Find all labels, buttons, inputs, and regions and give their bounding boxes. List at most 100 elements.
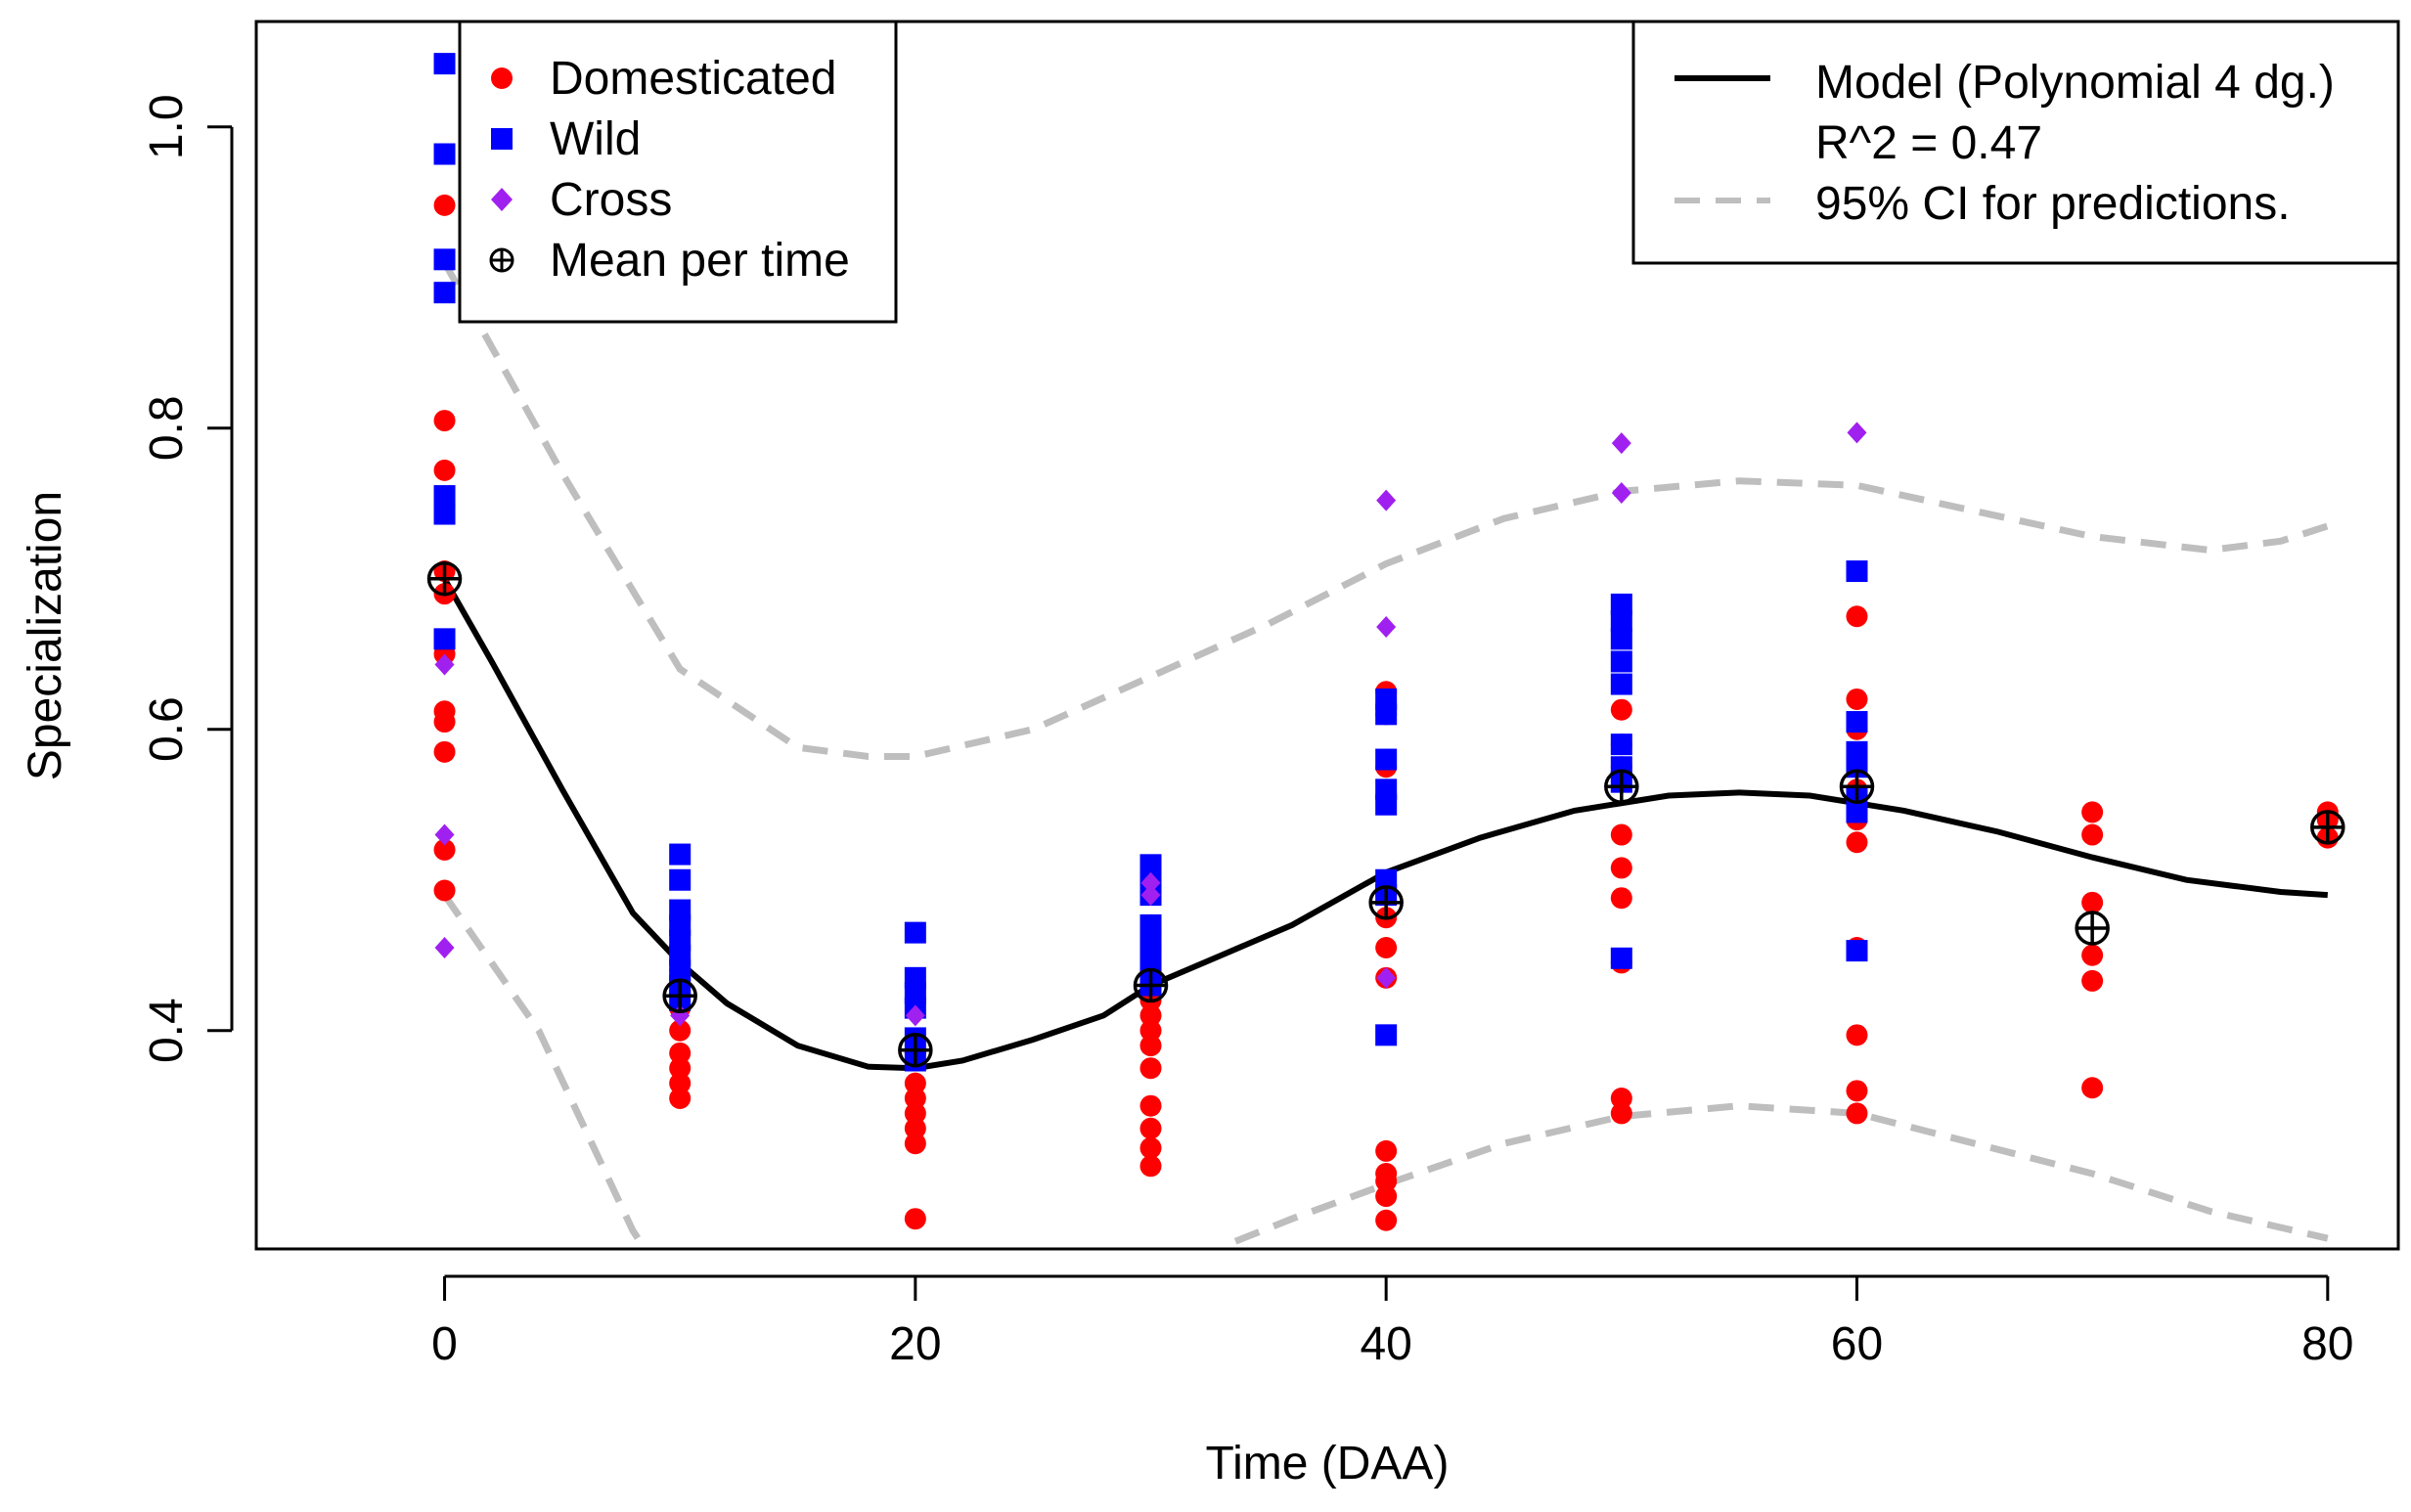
mean-point — [2075, 911, 2110, 946]
legend-domesticated-label: Domesticated — [550, 53, 836, 105]
x-tick-label: 0 — [431, 1318, 458, 1370]
mean-point — [898, 1032, 933, 1068]
domesticated-point — [2081, 891, 2104, 913]
domesticated-point — [433, 410, 456, 432]
mean-point — [662, 978, 697, 1014]
legend-domesticated-marker — [491, 67, 513, 89]
domesticated-point — [904, 1088, 926, 1110]
wild-point — [433, 248, 456, 271]
wild-point — [1375, 703, 1398, 726]
cross-point — [1611, 481, 1631, 504]
cross-point — [1376, 489, 1397, 511]
domesticated-point — [433, 740, 456, 763]
y-tick-label: 0.8 — [141, 395, 193, 461]
domesticated-point — [2081, 1077, 2104, 1099]
cross-point — [1376, 966, 1397, 989]
legend-model-box — [1631, 20, 2400, 265]
model-curve-layer — [441, 577, 2328, 1072]
cross-point — [1611, 432, 1631, 455]
domesticated-point — [1139, 1057, 1162, 1080]
domesticated-point — [1375, 1170, 1398, 1192]
wild-point — [1610, 673, 1632, 695]
wild-point — [433, 143, 456, 165]
legend-model-label: Model (Polynomial 4 dg.) — [1815, 57, 2335, 109]
mean-point — [426, 561, 463, 597]
y-tick-label: 1.0 — [141, 94, 193, 159]
domesticated-point — [1846, 688, 1868, 710]
domesticated-point — [904, 1102, 926, 1125]
cross-point — [905, 1004, 925, 1027]
domesticated-point — [1846, 1024, 1868, 1046]
wild-point — [1375, 793, 1398, 816]
wild-point — [1846, 940, 1868, 962]
domesticated-point — [669, 1088, 692, 1110]
domesticated-point — [1375, 1185, 1398, 1208]
domesticated-point — [1846, 1102, 1868, 1125]
wild-point — [433, 282, 456, 304]
cross-point — [434, 937, 455, 959]
wild-point — [1846, 560, 1868, 583]
legend-mean-marker — [489, 247, 514, 273]
domesticated-point — [904, 1072, 926, 1094]
ci-lower-line — [1233, 1102, 2329, 1245]
wild-point — [433, 628, 456, 650]
cross-point — [434, 823, 455, 846]
domesticated-point — [1375, 1209, 1398, 1231]
mean-point — [1133, 967, 1169, 1003]
domesticated-point — [1610, 887, 1632, 910]
y-axis: 0.4 0.6 0.8 1.0 — [141, 94, 234, 1063]
ci-lower-line — [441, 893, 644, 1244]
domesticated-point — [1139, 1004, 1162, 1027]
domesticated-point — [669, 1057, 692, 1080]
x-tick-label: 80 — [2301, 1318, 2353, 1370]
cross-point — [1376, 616, 1397, 639]
model-curve — [441, 577, 2328, 1072]
ci-band-layer — [441, 260, 2329, 1245]
wild-point — [1610, 734, 1632, 756]
mean-point — [1368, 885, 1404, 920]
domesticated-point — [1846, 605, 1868, 628]
y-tick-label: 0.4 — [141, 998, 193, 1063]
y-tick-label: 0.6 — [141, 696, 193, 762]
legend-cross-marker — [491, 188, 513, 211]
domesticated-point — [2081, 823, 2104, 846]
ci-upper-line — [441, 260, 2329, 760]
x-tick-label: 40 — [1360, 1318, 1411, 1370]
legend-points-box — [458, 20, 898, 324]
wild-point — [1846, 801, 1868, 823]
wild-point — [1610, 650, 1632, 673]
domesticated-point — [1375, 937, 1398, 959]
wild-point — [1375, 1024, 1398, 1046]
wild-point — [669, 843, 692, 866]
x-tick-label: 20 — [889, 1318, 941, 1370]
mean-point — [1604, 769, 1639, 805]
wild-point — [904, 921, 926, 944]
wild-point — [1846, 711, 1868, 734]
cross-point — [434, 653, 455, 676]
domesticated-point — [669, 1019, 692, 1042]
mean-point — [1839, 769, 1875, 805]
domesticated-point — [1610, 698, 1632, 721]
domesticated-point — [433, 711, 456, 734]
wild-point — [669, 868, 692, 891]
domesticated-point — [1610, 823, 1632, 846]
domesticated-point — [2081, 944, 2104, 966]
legend-cross-label: Cross — [550, 174, 672, 226]
x-axis-title: Time (DAA) — [1206, 1438, 1450, 1490]
domesticated-point — [2081, 969, 2104, 992]
domesticated-point — [433, 838, 456, 861]
domesticated-point — [1139, 1117, 1162, 1139]
wild-point — [1610, 628, 1632, 650]
wild-point — [433, 503, 456, 525]
legend-wild-label: Wild — [550, 113, 641, 165]
wild-point — [1610, 609, 1632, 632]
domesticated-point — [1139, 1136, 1162, 1159]
domesticated-point — [1610, 857, 1632, 879]
domesticated-point — [1846, 1080, 1868, 1102]
domesticated-point — [1610, 1088, 1632, 1110]
x-tick-label: 60 — [1831, 1318, 1883, 1370]
domesticated-point — [433, 194, 456, 216]
legend-ci-label: 95% CI for predictions. — [1815, 178, 2291, 230]
domesticated-point — [669, 1042, 692, 1064]
domesticated-point — [433, 459, 456, 481]
